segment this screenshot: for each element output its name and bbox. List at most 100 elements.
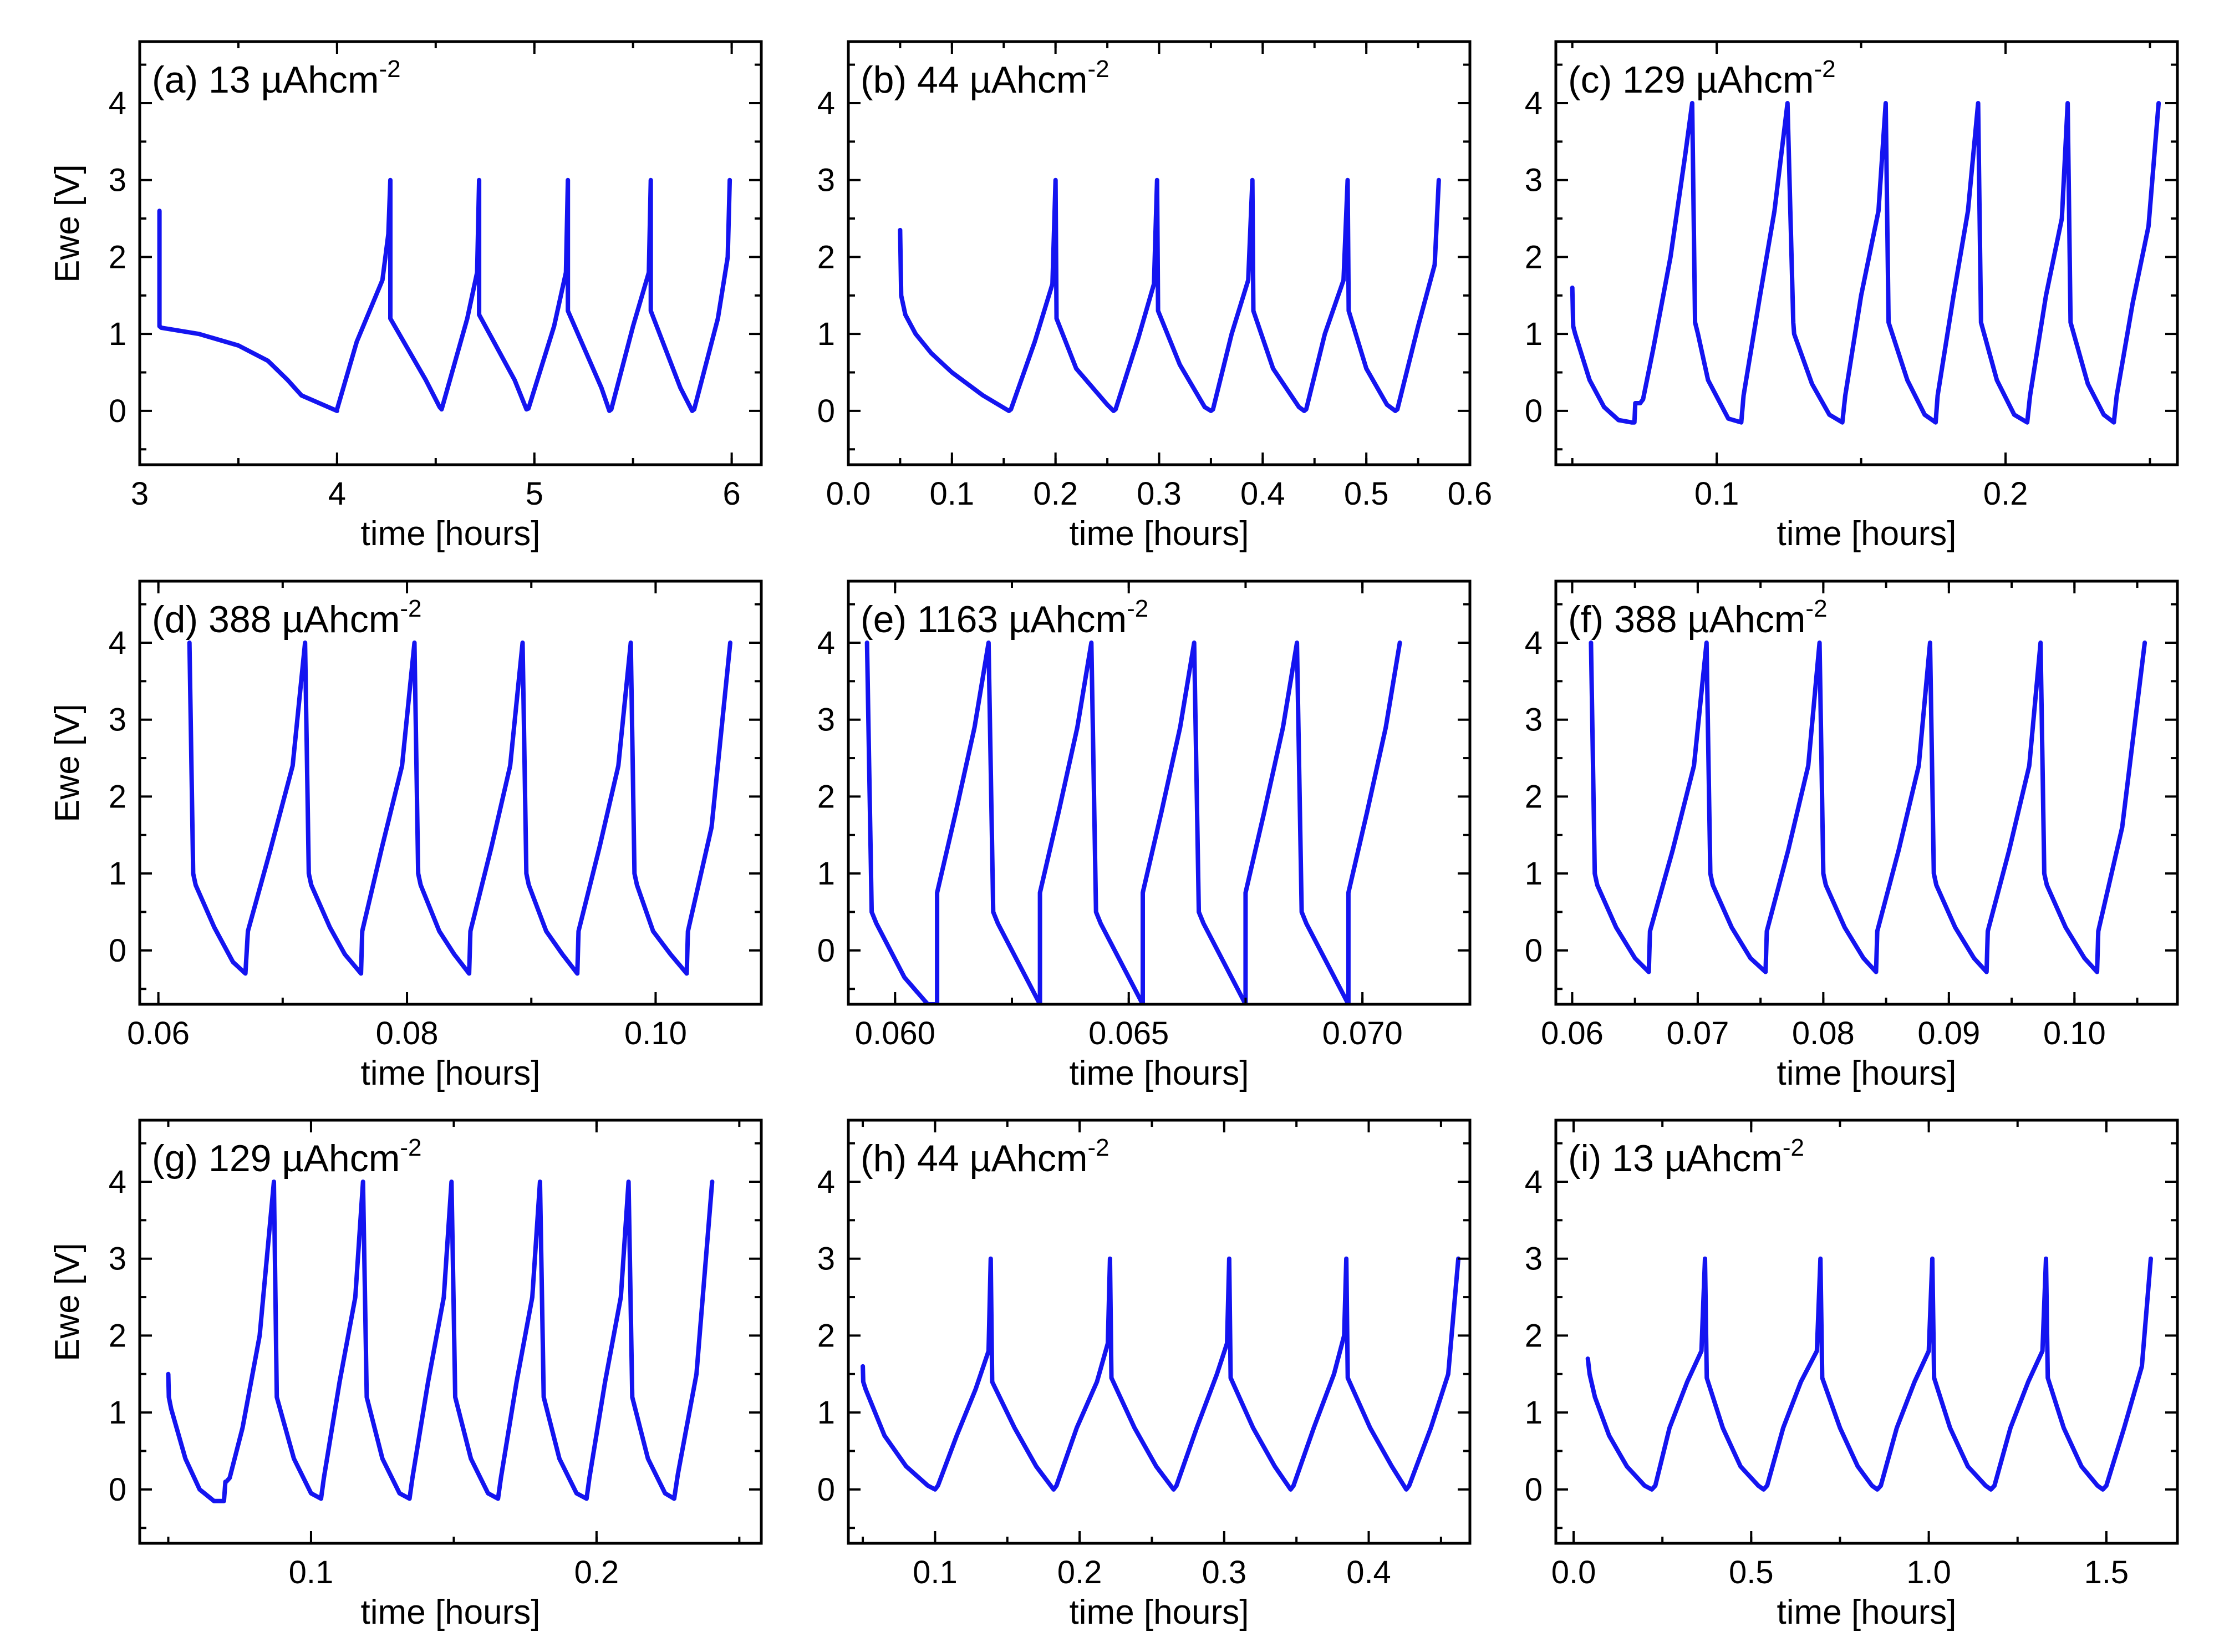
panel-c: 0.1 0.2 0 1 2 3 4 time [hours] (c) 129 µAhcm-2: [1525, 40, 2179, 553]
y-tick-label-b-2: 2: [817, 239, 835, 275]
panel-title-i: (i) 13 µAhcm-2: [1568, 1134, 1804, 1180]
y-tick-label-i-2: 2: [1525, 1318, 1543, 1354]
series-line-e-0: [864, 641, 1402, 1004]
panel-title-superscript-e: -2: [1127, 595, 1148, 622]
y-tick-label-g-2: 2: [109, 1318, 126, 1354]
plot-frame-f: [1554, 580, 2179, 1006]
x-tick-label-b-0: 0.0: [826, 476, 871, 512]
panel-title-text-e: (e) 1163 µAhcm: [861, 598, 1127, 641]
y-axis-label-a: Ewe [V]: [48, 164, 86, 283]
y-tick-label-i-0: 0: [1525, 1472, 1543, 1508]
y-tick-label-e-4: 4: [817, 625, 835, 661]
y-tick-label-h-0: 0: [817, 1472, 835, 1508]
series-line-g-0: [166, 1180, 715, 1503]
y-tick-label-a-4: 4: [109, 85, 126, 121]
plot-frame-e: [847, 580, 1472, 1006]
panel-title-text-i: (i) 13 µAhcm: [1568, 1137, 1783, 1180]
panel-title-h: (h) 44 µAhcm-2: [861, 1134, 1109, 1180]
panel-f: 0.06 0.07 0.08 0.09 0.10 0 1 2 3 4 time [hours] (f)…: [1525, 580, 2179, 1092]
x-tick-label-i-2: 1.0: [1906, 1554, 1951, 1590]
y-tick-label-a-0: 0: [109, 393, 126, 429]
x-axis-label-a: time [hours]: [361, 515, 541, 553]
plot-frame-g: [138, 1119, 763, 1545]
series-line-a-0: [157, 177, 732, 413]
panel-e: 0.060 0.065 0.070 0 1 2 3 4 time [hours] (e) 1163…: [817, 580, 1472, 1092]
y-tick-label-b-1: 1: [817, 316, 835, 352]
x-tick-label-i-3: 1.5: [2084, 1554, 2129, 1590]
x-tick-label-e-0: 0.060: [855, 1015, 935, 1051]
panel-title-text-f: (f) 388 µAhcm: [1568, 598, 1805, 641]
panel-title-text-d: (d) 388 µAhcm: [152, 598, 400, 641]
y-tick-label-i-3: 3: [1525, 1241, 1543, 1277]
panel-title-a: (a) 13 µAhcm-2: [152, 55, 401, 101]
panel-h: 0.1 0.2 0.3 0.4 0 1 2 3 4 time [hours] (h) 44 µAhc…: [817, 1119, 1472, 1631]
x-axis-label-b: time [hours]: [1070, 515, 1249, 553]
x-tick-label-h-1: 0.2: [1057, 1554, 1102, 1590]
plot-frame-h: [847, 1119, 1472, 1545]
y-tick-label-c-0: 0: [1525, 393, 1543, 429]
x-axis-label-d: time [hours]: [361, 1054, 541, 1092]
plot-frame-d: [138, 580, 763, 1006]
x-tick-label-b-5: 0.5: [1344, 476, 1389, 512]
y-tick-label-g-4: 4: [109, 1164, 126, 1200]
x-tick-label-i-0: 0.0: [1551, 1554, 1596, 1590]
y-tick-label-f-4: 4: [1525, 625, 1543, 661]
series-line-b-0: [898, 177, 1441, 413]
x-tick-label-f-1: 0.07: [1666, 1015, 1729, 1051]
y-tick-label-c-2: 2: [1525, 239, 1543, 275]
series-line-i-0: [1585, 1256, 2153, 1492]
plot-frame-c: [1554, 40, 2179, 466]
panel-g: 0.1 0.2 0 1 2 3 4 time [hours] Ewe [V] (g) 129 µA…: [48, 1119, 763, 1631]
x-tick-label-b-4: 0.4: [1240, 476, 1285, 512]
y-tick-label-e-0: 0: [817, 933, 835, 969]
x-tick-label-f-3: 0.09: [1917, 1015, 1980, 1051]
x-tick-label-i-1: 0.5: [1729, 1554, 1774, 1590]
y-tick-label-g-3: 3: [109, 1241, 126, 1277]
x-tick-label-b-3: 0.3: [1137, 476, 1182, 512]
x-tick-label-f-2: 0.08: [1792, 1015, 1855, 1051]
x-tick-label-b-2: 0.2: [1033, 476, 1078, 512]
y-tick-label-h-2: 2: [817, 1318, 835, 1354]
x-tick-label-a-0: 3: [131, 476, 149, 512]
x-tick-label-d-0: 0.06: [127, 1015, 190, 1051]
y-tick-label-a-1: 1: [109, 316, 126, 352]
x-tick-label-f-4: 0.10: [2043, 1015, 2106, 1051]
y-tick-label-a-3: 3: [109, 162, 126, 199]
y-tick-label-i-1: 1: [1525, 1395, 1543, 1431]
panel-title-e: (e) 1163 µAhcm-2: [861, 595, 1148, 641]
panel-i: 0.0 0.5 1.0 1.5 0 1 2 3 4 time [hours] (i) 13 µAhc…: [1525, 1119, 2179, 1631]
x-tick-label-b-1: 0.1: [930, 476, 975, 512]
panel-title-d: (d) 388 µAhcm-2: [152, 595, 421, 641]
y-tick-label-d-0: 0: [109, 933, 126, 969]
panel-title-text-a: (a) 13 µAhcm: [152, 59, 379, 101]
y-tick-label-d-2: 2: [109, 779, 126, 815]
panel-title-superscript-b: -2: [1088, 55, 1109, 83]
y-tick-label-d-1: 1: [109, 856, 126, 892]
y-tick-label-e-3: 3: [817, 702, 835, 738]
series-line-f-0: [1589, 641, 2147, 974]
panel-b: 0.0 0.1 0.2 0.3 0.4 0.5 0.6 0 1 2 3 4 time [hours] (b…: [817, 40, 1492, 553]
x-tick-label-h-3: 0.4: [1346, 1554, 1391, 1590]
series-line-h-0: [861, 1256, 1461, 1492]
y-tick-label-i-4: 4: [1525, 1164, 1543, 1200]
x-tick-label-h-2: 0.3: [1202, 1554, 1246, 1590]
y-tick-label-h-3: 3: [817, 1241, 835, 1277]
x-tick-label-c-0: 0.1: [1694, 476, 1739, 512]
y-tick-label-c-1: 1: [1525, 316, 1543, 352]
y-tick-label-f-0: 0: [1525, 933, 1543, 969]
y-tick-label-d-3: 3: [109, 702, 126, 738]
y-tick-label-d-4: 4: [109, 625, 126, 661]
panel-title-b: (b) 44 µAhcm-2: [861, 55, 1109, 101]
x-axis-label-g: time [hours]: [361, 1593, 541, 1631]
panel-title-text-b: (b) 44 µAhcm: [861, 59, 1088, 101]
x-tick-label-f-0: 0.06: [1541, 1015, 1604, 1051]
panel-title-superscript-i: -2: [1783, 1134, 1804, 1161]
y-tick-label-b-3: 3: [817, 162, 835, 199]
panel-title-text-g: (g) 129 µAhcm: [152, 1137, 400, 1180]
panel-title-superscript-g: -2: [400, 1134, 421, 1161]
plot-frame-i: [1554, 1119, 2179, 1545]
x-axis-label-c: time [hours]: [1777, 515, 1957, 553]
x-tick-label-a-2: 5: [526, 476, 543, 512]
y-tick-label-f-2: 2: [1525, 779, 1543, 815]
